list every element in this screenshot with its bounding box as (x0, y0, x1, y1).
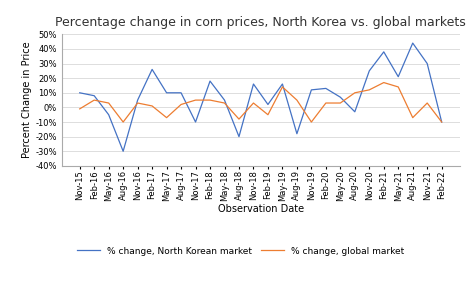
X-axis label: Observation Date: Observation Date (218, 204, 304, 214)
Line: % change, global market: % change, global market (80, 83, 442, 122)
% change, global market (236, 117, 242, 121)
% change, North Korean market (410, 41, 416, 45)
% change, North Korean market (309, 88, 314, 92)
% change, North Korean market (222, 98, 228, 102)
% change, global market (164, 116, 169, 119)
% change, North Korean market (178, 91, 184, 94)
% change, global market (77, 107, 82, 111)
% change, North Korean market (207, 80, 213, 83)
% change, global market (178, 103, 184, 106)
Line: % change, North Korean market: % change, North Korean market (80, 43, 442, 151)
% change, North Korean market (424, 62, 430, 65)
% change, global market (309, 120, 314, 124)
% change, global market (381, 81, 387, 84)
% change, North Korean market (294, 132, 300, 136)
Legend: % change, North Korean market, % change, global market: % change, North Korean market, % change,… (77, 247, 404, 256)
% change, global market (91, 98, 97, 102)
% change, global market (149, 104, 155, 108)
% change, global market (352, 91, 358, 94)
% change, North Korean market (381, 50, 387, 53)
Title: Percentage change in corn prices, North Korea vs. global markets: Percentage change in corn prices, North … (55, 16, 466, 29)
% change, global market (193, 98, 199, 102)
% change, global market (366, 88, 372, 92)
% change, global market (294, 98, 300, 102)
% change, North Korean market (106, 113, 111, 116)
% change, North Korean market (135, 98, 140, 102)
% change, global market (207, 98, 213, 102)
% change, North Korean market (77, 91, 82, 94)
% change, North Korean market (395, 75, 401, 78)
% change, North Korean market (265, 103, 271, 106)
% change, global market (280, 85, 285, 89)
% change, global market (106, 101, 111, 105)
% change, North Korean market (149, 68, 155, 71)
% change, global market (439, 120, 445, 124)
% change, global market (395, 85, 401, 89)
% change, North Korean market (164, 91, 169, 94)
% change, North Korean market (236, 135, 242, 138)
% change, North Korean market (323, 87, 328, 90)
% change, global market (265, 113, 271, 116)
% change, North Korean market (120, 150, 126, 153)
% change, North Korean market (366, 69, 372, 73)
% change, global market (251, 101, 256, 105)
% change, North Korean market (91, 94, 97, 98)
Y-axis label: Percent Change in Price: Percent Change in Price (22, 42, 32, 158)
% change, global market (323, 101, 328, 105)
% change, global market (410, 116, 416, 119)
% change, global market (135, 101, 140, 105)
% change, North Korean market (280, 82, 285, 86)
% change, global market (337, 101, 343, 105)
% change, North Korean market (337, 96, 343, 99)
% change, North Korean market (251, 82, 256, 86)
% change, North Korean market (352, 110, 358, 114)
% change, global market (120, 120, 126, 124)
% change, North Korean market (193, 120, 199, 124)
% change, global market (424, 101, 430, 105)
% change, North Korean market (439, 120, 445, 124)
% change, global market (222, 101, 228, 105)
